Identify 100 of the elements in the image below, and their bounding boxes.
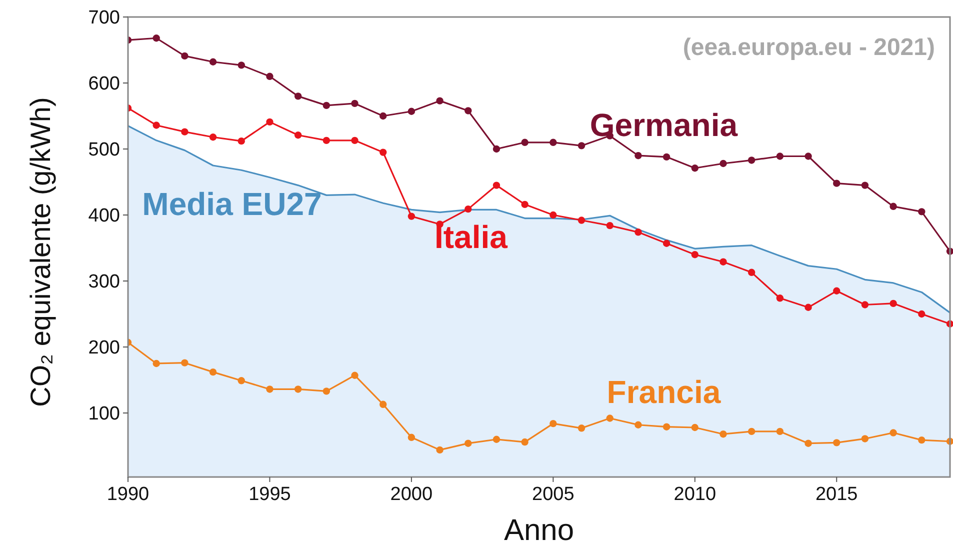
point [464,440,472,447]
series-label: Media EU27 [142,186,322,222]
point [606,222,614,230]
point [238,377,245,384]
point [861,182,869,189]
x-tick-label: 2000 [390,484,433,505]
y-tick-label: 200 [88,338,120,359]
point [492,182,500,189]
y-axis-title: CO₂ equivalente (g/kWh) [25,97,56,407]
point [294,92,302,100]
point [776,152,784,160]
point [720,160,727,168]
point [181,359,188,366]
point [691,164,698,172]
point [634,421,642,428]
point [322,136,330,144]
point [748,156,756,164]
point [152,360,160,368]
point [662,423,670,430]
point [238,62,245,69]
point [294,386,302,393]
point [152,122,160,129]
point [351,372,358,379]
y-tick-label: 700 [88,8,120,29]
point [380,148,387,156]
point [266,72,274,80]
point [720,258,727,266]
point [890,202,897,210]
point [436,446,444,454]
point [238,137,245,145]
y-tick-label: 100 [88,404,120,425]
point [833,439,840,446]
point [351,100,358,108]
point [550,138,557,146]
x-tick-label: 1995 [248,484,291,505]
point [521,438,528,446]
point [266,386,274,393]
point [521,200,528,208]
point [322,102,330,110]
point [266,118,274,126]
point [748,428,756,436]
point [209,368,217,376]
point [408,108,416,115]
point [322,388,330,395]
point [918,310,926,318]
series-label: Germania [590,106,738,143]
point [578,424,586,432]
y-tick-label: 500 [88,140,120,161]
point [152,34,160,42]
point [209,134,217,141]
point [776,294,784,302]
point [209,58,217,66]
point [408,434,416,441]
point [351,136,358,144]
point [634,228,642,236]
point [890,429,897,436]
point [294,132,302,139]
point [634,152,642,160]
point [833,180,840,187]
y-tick-label: 400 [88,206,120,227]
point [720,430,727,438]
point [918,208,926,216]
point [464,205,472,213]
point [550,211,557,219]
x-tick-label: 2015 [815,484,858,505]
x-tick-label: 1990 [106,484,150,505]
point [691,250,698,258]
point [606,414,614,422]
series-label: Francia [606,374,721,410]
point [861,301,869,308]
point [181,52,188,60]
point [550,420,557,428]
point [578,142,586,150]
y-tick-label: 300 [88,272,120,293]
point [662,240,670,247]
point [464,107,472,114]
x-tick-label: 2005 [532,484,574,505]
point [521,138,528,146]
x-tick-label: 2010 [674,484,716,505]
point [492,436,500,443]
point [662,153,670,161]
series-label: Italia [434,218,508,255]
x-axis-title: Anno [504,514,574,547]
point [861,435,869,442]
point [181,128,188,136]
point [890,300,897,308]
point [748,268,756,276]
point [833,287,840,294]
point [492,145,500,153]
point [776,428,784,436]
point [436,97,444,104]
point [804,440,812,447]
y-tick-label: 600 [88,74,120,95]
point [578,216,586,224]
point [691,424,698,432]
point [918,436,926,444]
point [380,112,387,120]
point [380,400,387,408]
point [804,304,812,311]
point [804,152,812,160]
